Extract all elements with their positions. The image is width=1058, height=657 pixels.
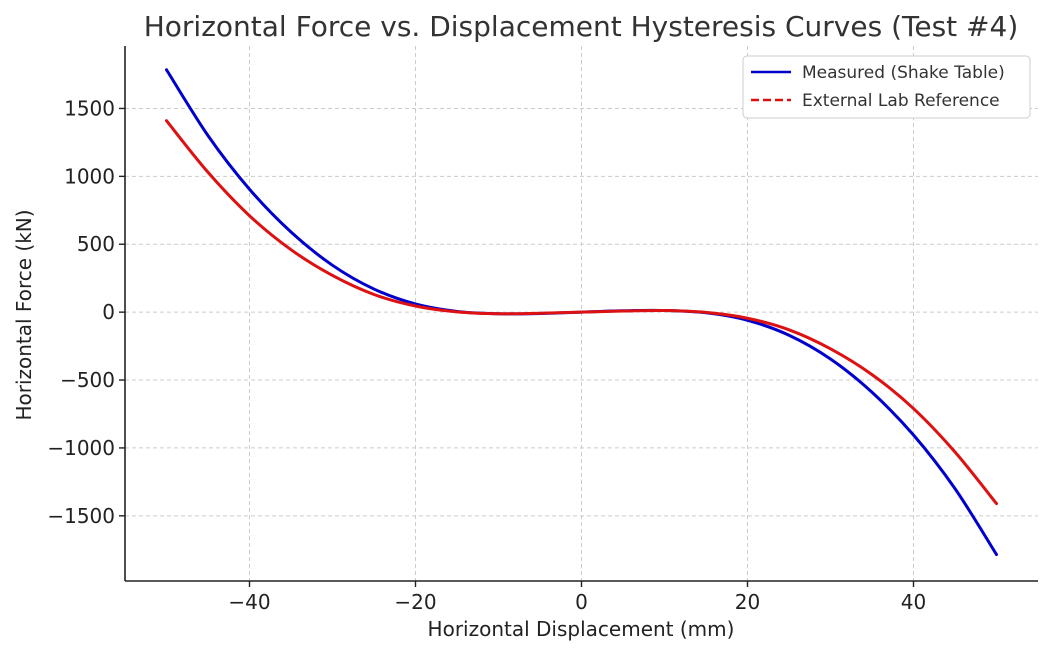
y-axis-label: Horizontal Force (kN) bbox=[12, 209, 36, 420]
tick-labels: −40 −20 0 20 40 −1500 −1000 −500 0 500 1000 1500 bbox=[47, 96, 926, 614]
y-tick-label: −1000 bbox=[47, 436, 115, 460]
x-tick-label: 20 bbox=[735, 590, 760, 614]
series-line-reference bbox=[165, 119, 998, 506]
y-tick-label: −500 bbox=[60, 368, 115, 392]
y-tick-label: 500 bbox=[77, 232, 115, 256]
axes bbox=[119, 46, 1038, 587]
legend-label-reference: External Lab Reference bbox=[802, 91, 1000, 111]
x-tick-label: −40 bbox=[228, 590, 270, 614]
x-tick-label: 0 bbox=[575, 590, 588, 614]
y-tick-label: 1000 bbox=[64, 164, 115, 188]
legend: Measured (Shake Table) External Lab Refe… bbox=[742, 55, 1031, 119]
series-lines bbox=[165, 68, 998, 557]
y-tick-label: 1500 bbox=[64, 96, 115, 120]
x-axis-label: Horizontal Displacement (mm) bbox=[428, 617, 735, 641]
chart-title: Horizontal Force vs. Displacement Hyster… bbox=[144, 10, 1019, 43]
x-tick-label: −20 bbox=[394, 590, 436, 614]
x-tick-label: 40 bbox=[901, 590, 926, 614]
y-tick-label: 0 bbox=[102, 300, 115, 324]
y-tick-label: −1500 bbox=[47, 504, 115, 528]
legend-label-measured: Measured (Shake Table) bbox=[802, 63, 1005, 83]
legend-box bbox=[742, 55, 1031, 119]
